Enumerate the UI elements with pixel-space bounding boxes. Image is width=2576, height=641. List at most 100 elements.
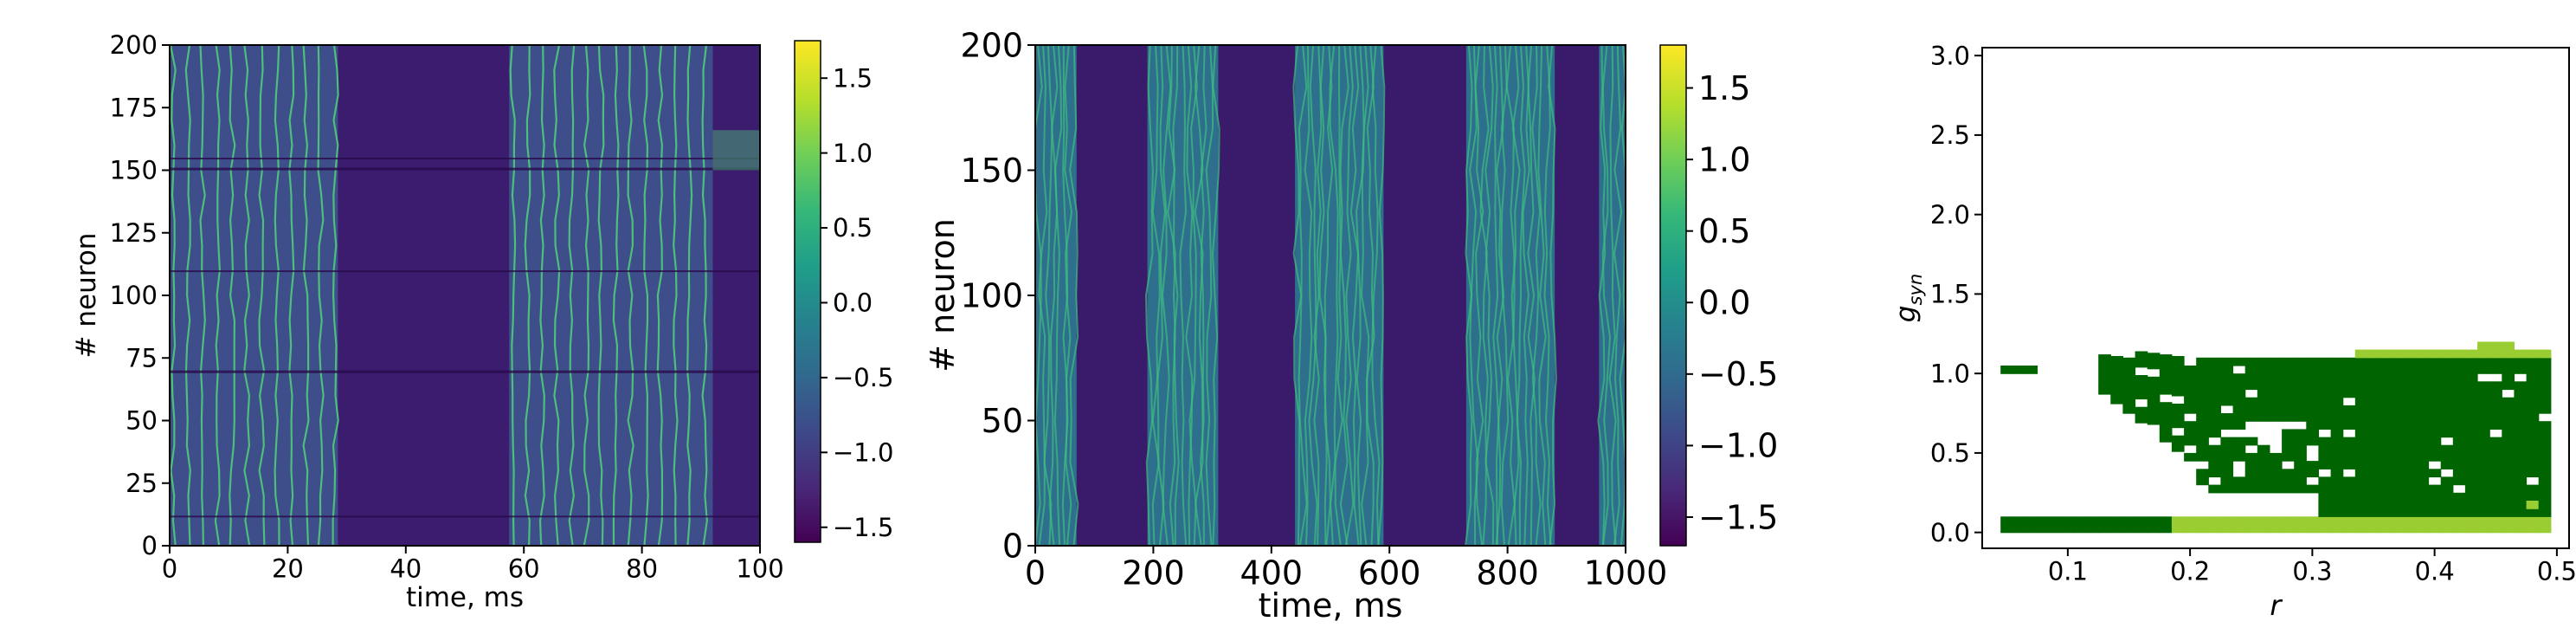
region-cell (2428, 405, 2442, 414)
region-cell (2477, 461, 2490, 469)
region-cell (2514, 461, 2528, 469)
region-cell (2354, 381, 2368, 391)
region-cell (2269, 452, 2283, 462)
region-cell (2184, 429, 2197, 438)
x-tick-label: 400 (1240, 554, 1304, 592)
region-cell (2354, 476, 2368, 486)
region-cell (2184, 381, 2197, 391)
region-cell (2208, 516, 2221, 526)
region-cell (2354, 444, 2368, 454)
region-cell (2061, 516, 2075, 526)
region-cell (2232, 405, 2246, 414)
region-cell (2428, 484, 2442, 494)
region-cell (2489, 492, 2502, 502)
spike-trace (1172, 44, 1180, 546)
region-cell (2220, 524, 2234, 534)
region-cell (2330, 357, 2344, 366)
spike-line (184, 43, 191, 547)
region-cell (2098, 362, 2111, 372)
region-cell (2367, 421, 2380, 430)
region-cell (2477, 469, 2490, 478)
region-cell (2380, 421, 2392, 430)
region-cell (2306, 366, 2319, 374)
region-cell (2440, 501, 2454, 509)
region-cell (2282, 381, 2295, 391)
region-cell (2282, 366, 2295, 374)
region-cell (2294, 516, 2307, 526)
region-cell (2416, 421, 2430, 430)
region-cell (2269, 516, 2283, 526)
region-cell (2404, 437, 2417, 446)
region-cell (2392, 357, 2405, 366)
region-cell (2147, 385, 2161, 393)
region-cell (2367, 469, 2380, 478)
region-cell (2440, 397, 2454, 406)
region-cell (2489, 524, 2502, 534)
region-cell (2526, 429, 2540, 438)
region-cell (2171, 524, 2185, 534)
x-tick-label: 0 (1025, 554, 1046, 592)
region-cell (2538, 381, 2552, 391)
ylabel-middle: # neuron (924, 218, 962, 372)
region-cell (2477, 421, 2490, 430)
region-cell (2464, 484, 2478, 494)
region-cell (2184, 421, 2197, 430)
region-cell (2220, 366, 2234, 374)
region-cell (2464, 429, 2478, 438)
region-cell (2464, 437, 2478, 446)
region-cell (2012, 516, 2025, 526)
region-cell (2330, 484, 2344, 494)
region-cell (2452, 405, 2466, 414)
region-cell (2098, 378, 2111, 387)
region-cell (2330, 373, 2344, 382)
region-cell (2098, 516, 2111, 526)
region-cell (2318, 476, 2332, 486)
region-cell (2416, 413, 2430, 422)
region-cell (2464, 373, 2478, 382)
region-cell (2318, 421, 2332, 430)
region-cell (2538, 492, 2552, 502)
region-cell (2502, 437, 2515, 446)
region-cell (2318, 516, 2332, 526)
region-cell (2012, 524, 2025, 534)
region-cell (2294, 397, 2307, 406)
region-cell (2257, 389, 2270, 398)
region-cell (2367, 413, 2380, 422)
region-edge-cell (2440, 349, 2454, 359)
y-tick-label: 100 (110, 281, 158, 310)
region-cell (2502, 373, 2515, 382)
region-cell (2330, 501, 2344, 509)
region-cell (2208, 461, 2221, 469)
region-cell (2416, 437, 2430, 446)
region-cell (2404, 405, 2417, 414)
region-cell (2184, 373, 2197, 382)
region-edge-cell (2502, 341, 2515, 351)
region-cell (2232, 381, 2246, 391)
region-cell (2306, 413, 2319, 422)
region-cell (2196, 397, 2209, 406)
region-cell (2244, 469, 2258, 478)
region-cell (2318, 413, 2332, 422)
region-cell (2404, 366, 2417, 374)
region-cell (2122, 373, 2136, 382)
region-cell (2269, 397, 2283, 406)
spike-line (509, 43, 517, 547)
region-cell (2159, 370, 2173, 379)
region-cell (2526, 357, 2540, 366)
region-cell (2342, 373, 2356, 382)
colorbar-tick-label: 0.5 (833, 213, 873, 243)
spike-trace (1194, 44, 1204, 547)
region-cell (2452, 437, 2466, 446)
region-cell (2464, 366, 2478, 374)
region-cell (2244, 366, 2258, 374)
region-cell (2318, 381, 2332, 391)
region-cell (2440, 373, 2454, 382)
quiet-neuron-row (170, 167, 760, 171)
colorbar-tick-label: 1.5 (833, 63, 873, 93)
spike-trace (1360, 44, 1370, 547)
region-cell (2220, 357, 2234, 366)
region-cell (2354, 413, 2368, 422)
region-cell (2392, 373, 2405, 382)
region-cell (2404, 357, 2417, 366)
region-cell (2244, 516, 2258, 526)
